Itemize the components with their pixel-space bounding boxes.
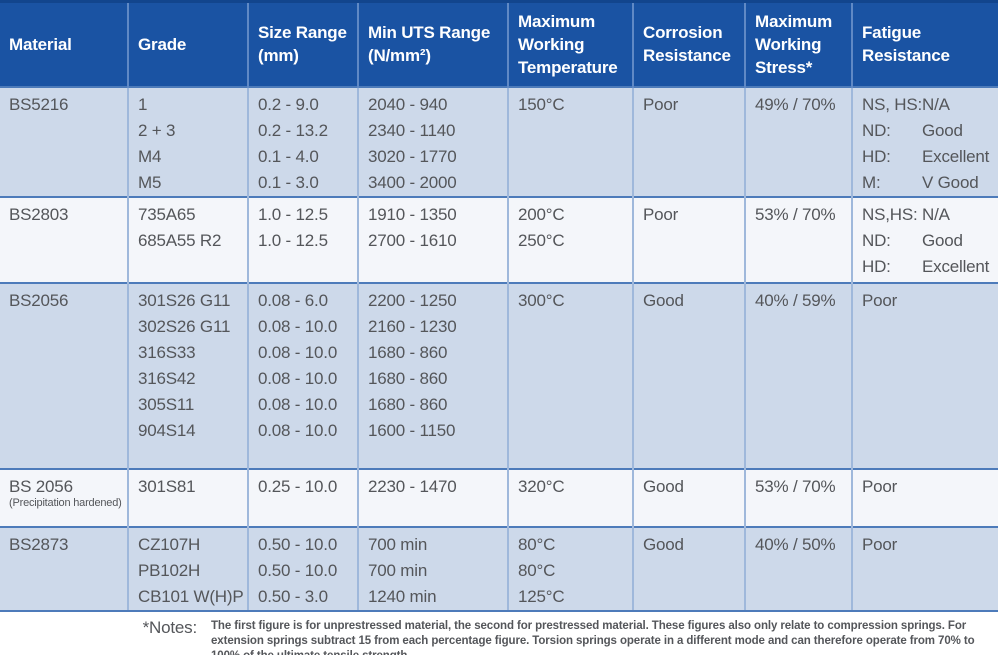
- min-uts-cell: 1910 - 1350 2700 - 1610: [357, 195, 508, 283]
- table-row-bs2803: BS2803 735A65 685A55 R2 1.0 - 12.5 1.0 -…: [0, 195, 998, 283]
- table-row-bs2873: BS2873 CZ107H PB102H CB101 W(H)P 0.50 - …: [0, 525, 998, 612]
- column-header-max-temp: Maximum Working Temperature: [507, 0, 633, 87]
- size-range-cell: 1.0 - 12.5 1.0 - 12.5: [247, 195, 358, 283]
- notes-footer: *Notes: The first figure is for unprestr…: [0, 611, 998, 655]
- fatigue-cell: Poor: [851, 467, 998, 527]
- corrosion-cell: Good: [632, 525, 745, 612]
- max-stress-cell: 53% / 70%: [744, 195, 852, 283]
- corrosion-cell: Good: [632, 467, 745, 527]
- corrosion-cell: Good: [632, 281, 745, 469]
- grade-cell: 1 2 + 3 M4 M5: [127, 85, 248, 197]
- fatigue-cell: NS, HS:N/A ND: Good HD: Excellent M: V Good: [851, 85, 998, 197]
- column-header-fatigue: Fatigue Resistance: [851, 0, 998, 87]
- max-temp-cell: 320°C: [507, 467, 633, 527]
- material-value: BS 2056: [9, 476, 73, 496]
- table-header: Material Grade Size Range (mm) Min UTS R…: [0, 0, 998, 87]
- material-value: BS2873: [9, 534, 69, 554]
- grade-cell: 301S81: [127, 467, 248, 527]
- column-header-max-stress: Maximum Working Stress*: [744, 0, 852, 87]
- fatigue-cell: NS,HS: N/A ND: Good HD: Excellent: [851, 195, 998, 283]
- table-row-bs2056-precipitation-hardened: BS 2056 (Precipitation hardened) 301S81 …: [0, 467, 998, 527]
- materials-spec-table: Material Grade Size Range (mm) Min UTS R…: [0, 0, 998, 612]
- size-range-cell: 0.25 - 10.0: [247, 467, 358, 527]
- material-value: BS2803: [9, 204, 69, 224]
- max-temp-cell: 200°C 250°C: [507, 195, 633, 283]
- table-row-bs5216: BS5216 1 2 + 3 M4 M5 0.2 - 9.0 0.2 - 13.…: [0, 85, 998, 197]
- min-uts-cell: 2200 - 1250 2160 - 1230 1680 - 860 1680 …: [357, 281, 508, 469]
- max-stress-cell: 40% / 59%: [744, 281, 852, 469]
- column-header-size-range: Size Range (mm): [247, 0, 358, 87]
- fatigue-cell: Poor: [851, 281, 998, 469]
- fatigue-cell: Poor: [851, 525, 998, 612]
- grade-cell: 301S26 G11 302S26 G11 316S33 316S42 305S…: [127, 281, 248, 469]
- min-uts-cell: 2040 - 940 2340 - 1140 3020 - 1770 3400 …: [357, 85, 508, 197]
- max-stress-cell: 49% / 70%: [744, 85, 852, 197]
- material-value: BS5216: [9, 94, 69, 114]
- column-header-min-uts: Min UTS Range (N/mm²): [357, 0, 508, 87]
- max-stress-cell: 53% / 70%: [744, 467, 852, 527]
- material-cell: BS5216: [0, 85, 128, 197]
- material-cell: BS2873: [0, 525, 128, 612]
- max-stress-cell: 40% / 50%: [744, 525, 852, 612]
- notes-text: The first figure is for unprestressed ma…: [211, 619, 975, 655]
- corrosion-cell: Poor: [632, 85, 745, 197]
- material-note: (Precipitation hardened): [9, 496, 122, 509]
- material-value: BS2056: [9, 290, 69, 310]
- table-row-bs2056: BS2056 301S26 G11 302S26 G11 316S33 316S…: [0, 281, 998, 469]
- column-header-material: Material: [0, 0, 128, 87]
- max-temp-cell: 150°C: [507, 85, 633, 197]
- size-range-cell: 0.08 - 6.0 0.08 - 10.0 0.08 - 10.0 0.08 …: [247, 281, 358, 469]
- column-header-corrosion: Corrosion Resistance: [632, 0, 745, 87]
- corrosion-cell: Poor: [632, 195, 745, 283]
- min-uts-cell: 700 min 700 min 1240 min: [357, 525, 508, 612]
- min-uts-cell: 2230 - 1470: [357, 467, 508, 527]
- size-range-cell: 0.50 - 10.0 0.50 - 10.0 0.50 - 3.0: [247, 525, 358, 612]
- material-cell: BS2056: [0, 281, 128, 469]
- max-temp-cell: 300°C: [507, 281, 633, 469]
- size-range-cell: 0.2 - 9.0 0.2 - 13.2 0.1 - 4.0 0.1 - 3.0: [247, 85, 358, 197]
- max-temp-cell: 80°C 80°C 125°C: [507, 525, 633, 612]
- material-cell: BS 2056 (Precipitation hardened): [0, 467, 128, 527]
- material-cell: BS2803: [0, 195, 128, 283]
- grade-cell: 735A65 685A55 R2: [127, 195, 248, 283]
- column-header-grade: Grade: [127, 0, 248, 87]
- grade-cell: CZ107H PB102H CB101 W(H)P: [127, 525, 248, 612]
- notes-label: *Notes:: [142, 617, 198, 637]
